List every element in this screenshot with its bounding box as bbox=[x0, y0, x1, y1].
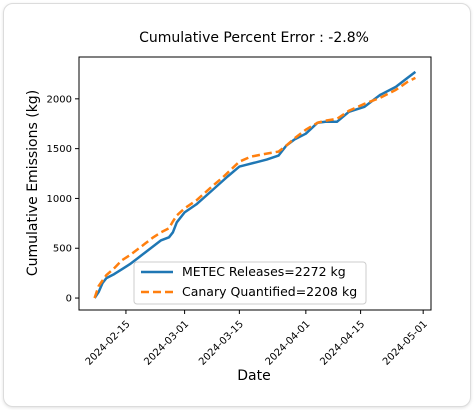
y-tick-label: 1500 bbox=[47, 144, 72, 155]
chart-title: Cumulative Percent Error : -2.8% bbox=[139, 30, 369, 46]
x-tick-label: 2024-02-15 bbox=[84, 319, 133, 368]
series-layer bbox=[93, 70, 417, 299]
x-axis-label: Date bbox=[237, 368, 270, 384]
legend-label-canary: Canary Quantified=2208 kg bbox=[182, 284, 357, 299]
legend: METEC Releases=2272 kg Canary Quantified… bbox=[133, 261, 367, 305]
y-tick-label: 1000 bbox=[47, 194, 72, 205]
series-line-0 bbox=[93, 70, 417, 299]
y-axis-ticks: 0 500 1000 1500 2000 bbox=[47, 94, 79, 305]
x-tick-label: 2024-05-01 bbox=[381, 319, 430, 368]
x-axis-ticks: 2024-02-15 2024-03-01 2024-03-15 2024-04-01… bbox=[84, 310, 430, 368]
x-tick-label: 2024-03-15 bbox=[197, 319, 246, 368]
x-tick-label: 2024-04-01 bbox=[264, 319, 313, 368]
x-tick-label: 2024-04-15 bbox=[318, 319, 367, 368]
legend-box bbox=[133, 261, 367, 305]
series-line-1 bbox=[93, 76, 416, 299]
y-tick-label: 500 bbox=[53, 244, 72, 255]
legend-label-metec: METEC Releases=2272 kg bbox=[182, 264, 346, 279]
y-axis-label: Cumulative Emissions (kg) bbox=[25, 90, 41, 276]
y-tick-label: 0 bbox=[66, 294, 72, 305]
y-tick-label: 2000 bbox=[47, 94, 72, 105]
x-tick-label: 2024-03-01 bbox=[142, 319, 191, 368]
